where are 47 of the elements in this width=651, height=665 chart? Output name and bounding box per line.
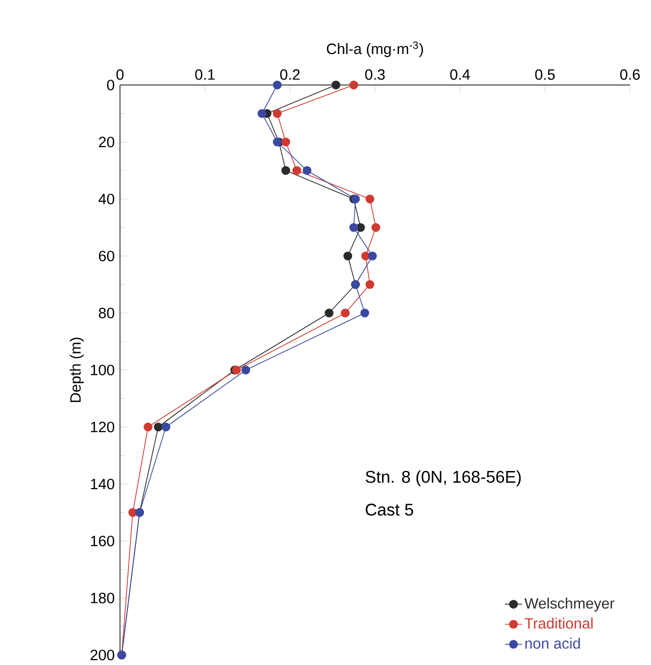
y-tick-label: 140 — [91, 478, 114, 490]
point — [324, 308, 334, 318]
point — [332, 80, 340, 90]
point — [366, 194, 374, 204]
x-tick-label: 0.3 — [365, 69, 385, 80]
legend-label: non acid — [525, 638, 580, 649]
x-tick-label: 0.4 — [450, 69, 470, 80]
y-axis-title: Depth (m) — [70, 338, 84, 402]
legend-label: Traditional — [524, 618, 593, 629]
point — [340, 308, 350, 318]
point — [349, 223, 358, 232]
y-tick-label: 80 — [98, 308, 114, 318]
point — [292, 166, 302, 175]
point — [302, 166, 312, 175]
point — [162, 422, 170, 432]
y-tick-label: 120 — [91, 422, 114, 432]
y-tick-label: 20 — [98, 136, 114, 148]
point — [272, 80, 282, 90]
y-tick-label: 60 — [98, 250, 114, 262]
annotation: Cast 5 — [366, 504, 414, 516]
x-tick-label: 0.2 — [280, 69, 300, 80]
point — [144, 422, 152, 432]
y-tick-label: 40 — [98, 194, 114, 204]
x-tick-label: 0 — [116, 69, 124, 80]
x-tick-label: 0.5 — [535, 69, 555, 80]
point — [371, 223, 380, 232]
x-tick-label: 0.6 — [620, 69, 640, 80]
point — [366, 280, 374, 289]
point — [241, 366, 250, 374]
point — [281, 138, 290, 146]
y-tick-label: 160 — [91, 536, 114, 546]
point — [368, 252, 377, 260]
y-tick-label: 100 — [91, 364, 114, 376]
point — [272, 109, 282, 118]
y-tick-label: 0 — [107, 80, 114, 90]
point — [343, 252, 352, 260]
y-tick-label: 200 — [90, 650, 114, 660]
point — [360, 308, 370, 318]
point — [281, 166, 290, 175]
annotation: Stn. 8 (0N, 168-56E) — [366, 470, 521, 486]
x-tick-label: 0.1 — [195, 69, 215, 80]
y-tick-label: 180 — [91, 592, 114, 604]
legend-label: Welschmeyer — [524, 598, 614, 612]
point — [154, 422, 163, 432]
x-axis-title: Chl-a (mg·m$^{-3}$) — [326, 41, 423, 58]
point — [258, 109, 266, 118]
point — [349, 80, 358, 90]
